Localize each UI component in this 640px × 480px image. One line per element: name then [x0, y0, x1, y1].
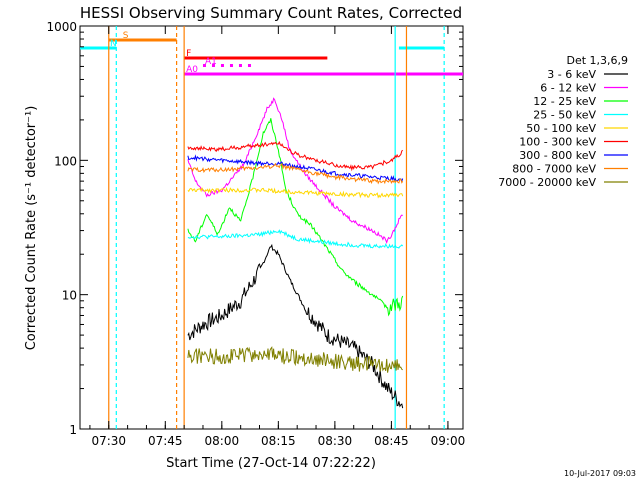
legend-label: 25 - 50 keV	[533, 109, 596, 122]
series-line	[187, 97, 403, 244]
y-tick-label: 1000	[46, 20, 77, 34]
flag-label-a0: A0	[186, 65, 198, 75]
x-tick-label: 08:45	[374, 434, 409, 448]
x-axis-label: Start Time (27-Oct-14 07:22:22)	[166, 456, 376, 471]
legend-label: 800 - 7000 keV	[512, 163, 596, 176]
flag-label-a1: A1	[205, 57, 217, 67]
series-line	[187, 118, 404, 317]
series-line	[187, 346, 403, 373]
series-line	[187, 243, 404, 409]
flag-label-s: S	[123, 31, 129, 41]
flag-a1-marker	[229, 64, 233, 67]
y-tick-label: 100	[54, 154, 77, 168]
x-tick-label: 08:00	[205, 434, 240, 448]
x-axis: 07:30 07:45 08:00 08:15 08:30 08:45 09:00	[89, 26, 466, 448]
y-axis-label: Corrected Count Rate (s⁻¹ detector⁻¹)	[24, 106, 39, 351]
legend-title: Det 1,3,6,9	[566, 54, 628, 67]
series-line	[187, 162, 404, 185]
legend-label: 12 - 25 keV	[533, 95, 596, 108]
flag-a1-marker	[220, 64, 224, 67]
plot-frame	[79, 25, 464, 430]
chart-title: HESSI Observing Summary Count Rates, Cor…	[80, 4, 462, 22]
series-layer	[187, 97, 404, 409]
y-tick-label: 10	[62, 289, 77, 303]
x-tick-label: 08:15	[261, 434, 296, 448]
y-axis: 1 10 100 1000	[46, 20, 463, 437]
flag-a1-marker	[211, 64, 215, 67]
legend-label: 3 - 6 keV	[547, 68, 596, 81]
legend-label: 6 - 12 keV	[540, 82, 596, 95]
attenuator-lines	[108, 26, 445, 429]
flag-a1-marker	[238, 64, 242, 67]
legend-label: 7000 - 20000 keV	[498, 176, 596, 189]
flag-a1-marker	[247, 64, 251, 67]
flag-label-n: N	[110, 39, 117, 49]
x-tick-label: 07:45	[148, 434, 183, 448]
legend-label: 50 - 100 keV	[526, 122, 596, 135]
timestamp: 10-Jul-2017 09:03	[564, 469, 636, 478]
series-line	[187, 154, 404, 183]
flag-a1-marker	[202, 64, 206, 67]
observing-flags: SN F A0 A1	[80, 31, 463, 76]
series-line	[187, 229, 404, 249]
x-tick-label: 09:00	[431, 434, 466, 448]
x-tick-label: 08:30	[318, 434, 353, 448]
x-tick-label: 07:30	[91, 434, 126, 448]
flag-label-f: F	[186, 49, 191, 59]
legend-label: 300 - 800 keV	[519, 149, 596, 162]
y-tick-label: 1	[69, 423, 77, 437]
series-line	[187, 140, 404, 172]
series-line	[187, 186, 404, 199]
legend-label: 100 - 300 keV	[519, 136, 596, 149]
